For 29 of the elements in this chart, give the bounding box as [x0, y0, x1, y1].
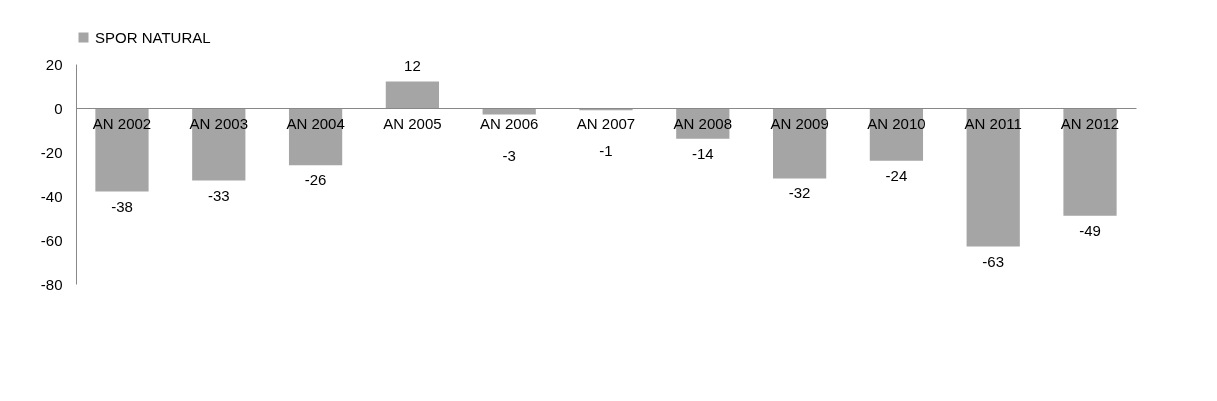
- x-tick-label: AN 2004: [286, 114, 345, 132]
- x-tick-label: AN 2007: [576, 114, 636, 132]
- y-tick-label: 20: [45, 55, 63, 73]
- data-label: 12: [404, 56, 421, 74]
- data-label: -32: [788, 184, 811, 202]
- x-tick-label: AN 2009: [770, 114, 829, 132]
- data-label: -33: [207, 186, 230, 204]
- data-label: -24: [885, 166, 908, 184]
- data-label: -63: [982, 252, 1005, 270]
- data-label: -14: [691, 144, 714, 162]
- legend-label: SPOR NATURAL: [95, 28, 211, 46]
- x-tick-label: AN 2002: [92, 114, 152, 132]
- y-tick-label: -80: [40, 275, 63, 293]
- data-label: -38: [111, 197, 133, 215]
- x-tick-label: AN 2012: [1060, 114, 1120, 132]
- data-label: -3: [502, 146, 516, 164]
- x-tick-label: AN 2011: [964, 114, 1022, 132]
- y-tick-label: -60: [40, 231, 63, 249]
- y-tick-label: -40: [40, 187, 63, 205]
- data-label: -49: [1079, 221, 1101, 239]
- x-tick-label: AN 2003: [189, 114, 248, 132]
- x-tick-label: AN 2010: [867, 114, 926, 132]
- x-tick-label: AN 2008: [673, 114, 732, 132]
- y-tick-label: -20: [40, 143, 63, 161]
- data-label: -26: [304, 171, 327, 189]
- x-tick-label: AN 2005: [383, 114, 442, 132]
- data-label: -1: [599, 142, 613, 160]
- x-tick-label: AN 2006: [480, 114, 539, 132]
- y-tick-label: 0: [54, 99, 63, 117]
